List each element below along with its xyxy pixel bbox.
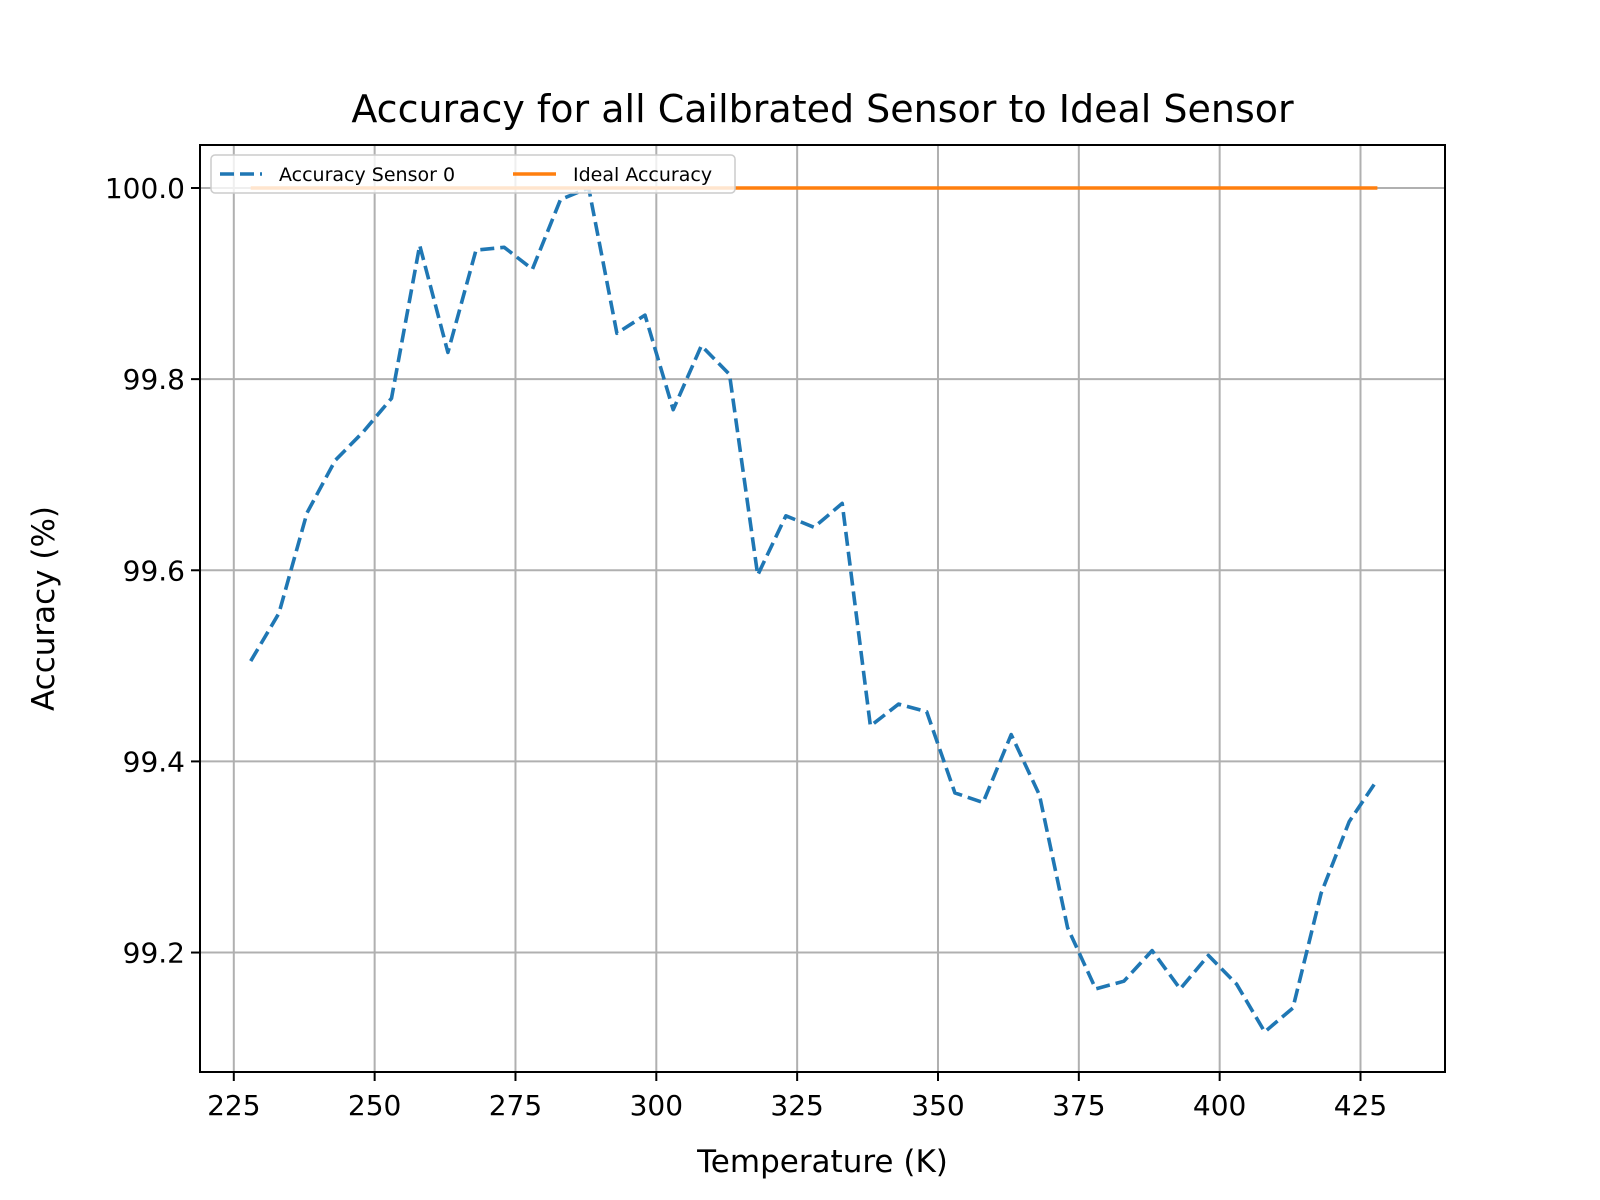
plot-frame (199, 144, 1446, 1073)
legend-box (210, 154, 736, 194)
y-tick-label: 100.0 (105, 172, 185, 205)
chart-title: Accuracy for all Cailbrated Sensor to Id… (351, 87, 1294, 131)
axis-ticks: 225 250 275 300 325 350 375 400 425 99.2 99.4 99.6 9… (105, 172, 1387, 1122)
x-tick-label: 275 (489, 1089, 542, 1122)
legend: Accuracy Sensor 0 Ideal Accuracy (210, 154, 736, 194)
x-tick-label: 400 (1193, 1089, 1246, 1122)
x-axis-label: Temperature (K) (696, 1144, 948, 1180)
y-tick-label: 99.4 (123, 745, 185, 778)
series-line (249, 186, 1379, 1034)
y-tick-label: 99.2 (123, 937, 185, 970)
y-tick-label: 99.6 (123, 554, 185, 587)
x-tick-label: 375 (1052, 1089, 1105, 1122)
x-tick-label: 225 (207, 1089, 260, 1122)
y-axis-label: Accuracy (%) (26, 506, 62, 711)
legend-label: Accuracy Sensor 0 (279, 164, 455, 186)
x-tick-label: 425 (1334, 1089, 1387, 1122)
x-tick-label: 325 (770, 1089, 823, 1122)
y-tick-label: 99.8 (123, 363, 185, 396)
x-tick-label: 350 (911, 1089, 964, 1122)
x-tick-label: 250 (348, 1089, 401, 1122)
legend-label: Ideal Accuracy (573, 164, 712, 186)
x-tick-label: 300 (630, 1089, 683, 1122)
